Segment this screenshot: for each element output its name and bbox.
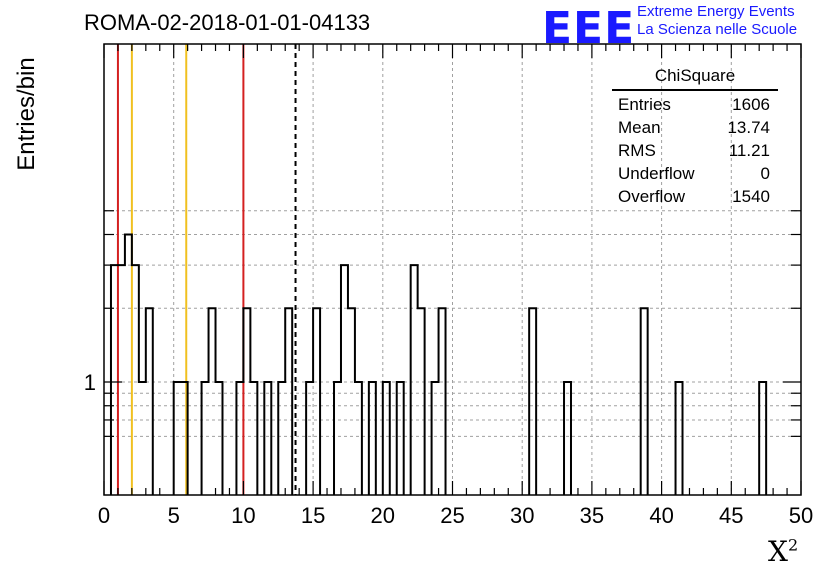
x-axis-label-main: X <box>768 535 788 568</box>
stats-label: Overflow <box>618 187 686 206</box>
stats-row: Overflow 1540 <box>612 185 778 208</box>
stats-label: Entries <box>618 95 671 114</box>
stats-label: Underflow <box>618 164 695 183</box>
x-tick-label: 50 <box>789 503 813 528</box>
stats-row: RMS 11.21 <box>612 139 778 162</box>
logo-caption-line1: Extreme Energy Events <box>637 3 795 20</box>
reference-lines <box>116 44 297 495</box>
stats-value: 1606 <box>732 95 770 114</box>
stats-value: 0 <box>760 164 770 183</box>
x-tick-label: 25 <box>440 503 464 528</box>
stats-label: RMS <box>618 141 656 160</box>
stats-box: ChiSquare Entries 1606 Mean 13.74 RMS 11.21… <box>612 66 778 208</box>
stats-label: Mean <box>618 118 661 137</box>
stats-title: ChiSquare <box>612 66 778 91</box>
chart-title: ROMA-02-2018-01-01-04133 <box>84 10 371 35</box>
stats-value: 13.74 <box>727 118 770 137</box>
logo-caption: Extreme Energy Events La Scienza nelle S… <box>637 3 797 39</box>
x-axis-label: X2 <box>768 535 798 568</box>
y-tick-label: 1 <box>84 370 96 395</box>
stats-value: 1540 <box>732 187 770 206</box>
x-tick-label: 35 <box>580 503 604 528</box>
x-tick-label: 15 <box>301 503 325 528</box>
x-tick-label: 20 <box>371 503 395 528</box>
stats-value: 11.21 <box>728 141 770 160</box>
logo-caption-line2: La Scienza nelle Scuole <box>637 21 798 38</box>
tick-labels: 0 5 10 15 20 25 30 35 40 45 50 1 <box>84 370 813 528</box>
x-tick-label: 10 <box>231 503 255 528</box>
y-axis-label: Entries/bin <box>13 57 40 171</box>
x-tick-label: 45 <box>719 503 743 528</box>
stats-row: Entries 1606 <box>612 93 778 116</box>
grid-lines <box>104 44 801 495</box>
x-tick-label: 0 <box>98 503 110 528</box>
stats-row: Underflow 0 <box>612 162 778 185</box>
x-tick-label: 40 <box>649 503 673 528</box>
axis-ticks <box>103 44 802 495</box>
eee-logo: EEE <box>542 3 636 54</box>
x-tick-label: 30 <box>510 503 534 528</box>
histogram-line <box>109 233 768 495</box>
x-tick-label: 5 <box>168 503 180 528</box>
x-axis-label-superscript: 2 <box>787 535 799 555</box>
stats-row: Mean 13.74 <box>612 116 778 139</box>
